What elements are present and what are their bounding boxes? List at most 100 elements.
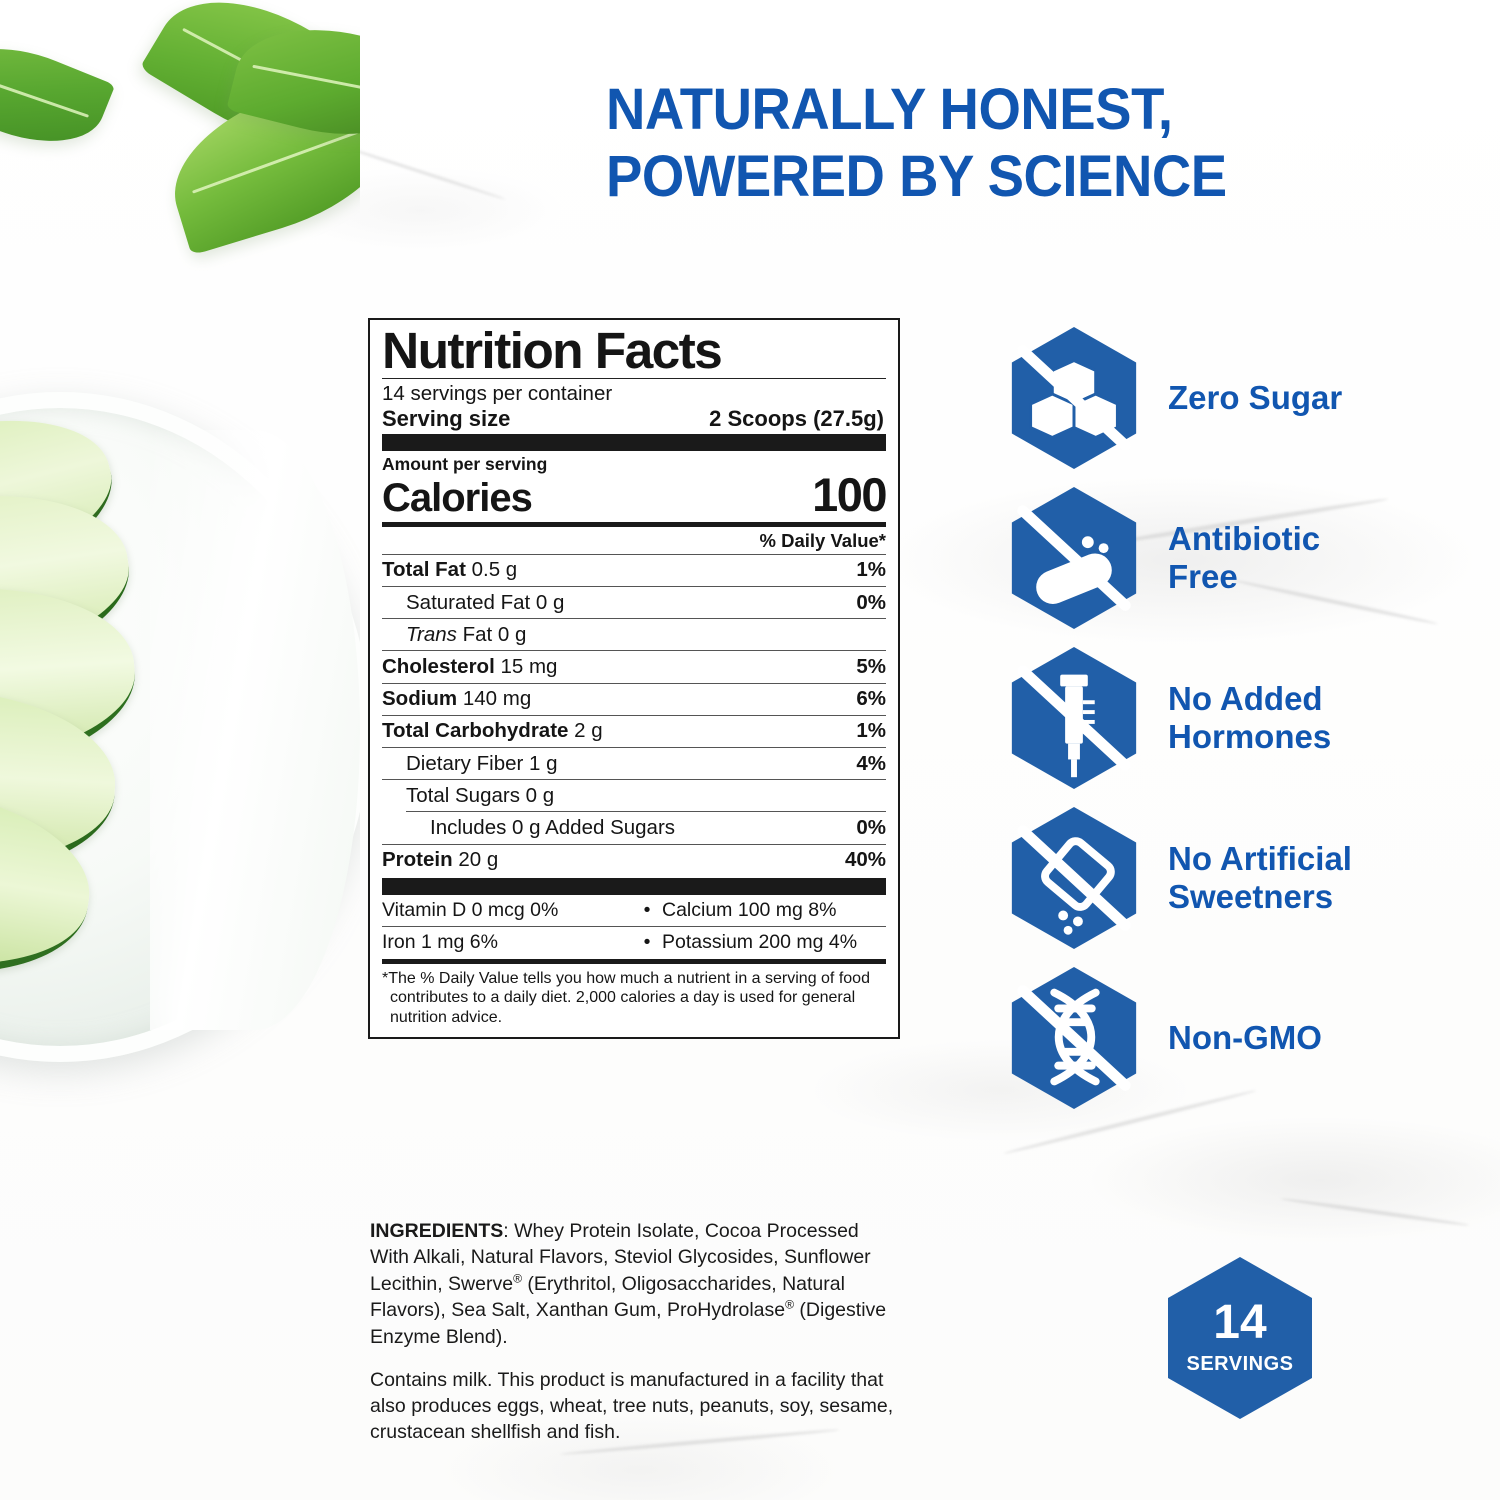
claim-label-line-2: Hormones — [1168, 718, 1332, 755]
nutrient-row: Cholesterol 15 mg 5% — [382, 651, 886, 682]
nutrient-row: Trans Fat 0 g — [382, 619, 886, 650]
bowl-highlight — [150, 430, 360, 1030]
divider — [382, 682, 886, 684]
claim-label-line-1: Non-GMO — [1168, 1019, 1322, 1057]
claim-badge: Antibiotic Free — [1008, 478, 1478, 638]
nutrient-label: Sodium 140 mg — [382, 687, 532, 711]
nutrient-daily-value: 5% — [856, 654, 886, 678]
footnote-text: *The % Daily Value tells you how much a … — [382, 969, 870, 1026]
nutrient-daily-value: 0% — [856, 815, 886, 839]
vitamin-left: Iron 1 mg 6% — [382, 931, 498, 954]
nutrient-row: Includes 0 g Added Sugars 0% — [382, 812, 886, 843]
vitamin-right: Potassium 200 mg 4% — [662, 931, 858, 954]
nutrient-row: Total Fat 0.5 g 1% — [382, 555, 886, 586]
basil-leaf — [0, 25, 116, 165]
claim-badge-label: No Artificial Sweetners — [1168, 840, 1352, 915]
nutrient-label: Protein 20 g — [382, 848, 499, 872]
nutrient-daily-value: 40% — [844, 848, 886, 872]
servings-badge: 14 SERVINGS — [1165, 1255, 1315, 1421]
serving-size-row: Serving size 2 Scoops (27.5g) — [382, 406, 886, 432]
divider — [382, 377, 886, 379]
servings-label: SERVINGS — [1186, 1353, 1294, 1375]
daily-value-footnote: *The % Daily Value tells you how much a … — [382, 964, 886, 1030]
nutrient-daily-value: 4% — [856, 751, 886, 775]
ingredients-heading: INGREDIENTS — [370, 1220, 504, 1242]
nutrient-daily-value — [878, 784, 886, 808]
amount-per-serving-label: Amount per serving — [382, 453, 548, 474]
claim-badge-label: No Added Hormones — [1168, 680, 1331, 755]
claim-label-line-1: Antibiotic — [1168, 520, 1321, 558]
vitamin-row: Iron 1 mg 6% • Potassium 200 mg 4% — [382, 927, 886, 958]
divider — [382, 714, 886, 716]
nutrient-row: Protein 20 g 40% — [382, 845, 886, 876]
nutrient-label: Dietary Fiber 1 g — [406, 751, 558, 775]
nutrient-rows: Total Fat 0.5 g 1% Saturated Fat 0 g 0% Tran… — [382, 553, 886, 876]
ingredients-text: : Whey Protein Isolate, Cocoa Processed … — [370, 1220, 887, 1348]
food-photo — [0, 0, 360, 1150]
nutrient-label: Trans Fat 0 g — [406, 622, 527, 646]
nutrient-row: Total Sugars 0 g — [382, 780, 886, 811]
nutrient-label: Total Carbohydrate 2 g — [382, 719, 603, 743]
headline-line-2: POWERED BY SCIENCE — [606, 144, 1227, 210]
claim-label-line-1: Zero Sugar — [1168, 379, 1343, 417]
servings-per-container: 14 servings per container — [382, 381, 613, 405]
divider — [382, 779, 886, 781]
nutrition-facts-title: Nutrition Facts — [382, 322, 723, 379]
nutrient-label: Total Sugars 0 g — [406, 783, 555, 807]
claim-label-line-2: Free — [1168, 558, 1238, 595]
claim-label-line-1: No Added — [1168, 680, 1323, 718]
serving-size-value: 2 Scoops (27.5g) — [709, 405, 884, 431]
divider — [406, 811, 886, 813]
nutrient-label: Saturated Fat 0 g — [406, 590, 565, 614]
nutrient-daily-value: 1% — [856, 558, 886, 582]
calories-value: 100 — [812, 467, 887, 521]
divider — [382, 586, 886, 588]
nutrition-facts-panel: Nutrition Facts 14 servings per containe… — [368, 318, 900, 1040]
claim-badge-label: Antibiotic Free — [1168, 520, 1320, 595]
serving-size-label: Serving size — [382, 405, 511, 431]
dna-helix-crossed-icon — [1008, 965, 1140, 1111]
divider — [382, 843, 886, 845]
nutrient-row: Sodium 140 mg 6% — [382, 684, 886, 715]
nutrient-row: Dietary Fiber 1 g 4% — [382, 748, 886, 779]
divider — [382, 926, 886, 928]
divider — [382, 650, 886, 652]
vitamin-separator-dot: • — [643, 931, 651, 954]
divider — [382, 747, 886, 749]
vitamin-row: Vitamin D 0 mcg 0% • Calcium 100 mg 8% — [382, 895, 886, 926]
divider-medium — [382, 521, 886, 527]
nutrient-row: Saturated Fat 0 g 0% — [382, 587, 886, 618]
claim-label-line-2: Sweetners — [1168, 878, 1334, 915]
claim-label-line-1: No Artificial — [1168, 840, 1352, 878]
headline-line-1: NATURALLY HONEST, — [606, 77, 1173, 142]
vitamin-separator-dot: • — [643, 898, 651, 921]
divider-thick — [382, 877, 886, 895]
claim-badge: Non-GMO — [1008, 958, 1478, 1118]
sweetener-packet-crossed-icon — [1008, 805, 1140, 951]
vitamin-rows: Vitamin D 0 mcg 0% • Calcium 100 mg 8% Iron… — [382, 895, 886, 959]
claim-badges-list: Zero Sugar Antibiotic Free No Added Hormones… — [1008, 318, 1478, 1118]
pill-capsule-crossed-icon — [1008, 485, 1140, 631]
daily-value-header: % Daily Value* — [759, 529, 886, 551]
divider-medium — [382, 958, 886, 964]
nutrient-daily-value — [878, 623, 886, 647]
nutrient-label: Total Fat 0.5 g — [382, 558, 518, 582]
syringe-crossed-icon — [1008, 645, 1140, 791]
sugar-cubes-crossed-icon — [1008, 325, 1140, 471]
divider — [382, 553, 886, 555]
allergen-statement: Contains milk. This product is manufactu… — [370, 1369, 894, 1444]
servings-count: 14 — [1213, 1296, 1267, 1349]
ingredients-paragraph: INGREDIENTS: Whey Protein Isolate, Cocoa… — [370, 1218, 902, 1350]
page-headline: NATURALLY HONEST, POWERED BY SCIENCE — [606, 76, 1414, 211]
nutrient-daily-value: 1% — [856, 719, 886, 743]
vitamin-right: Calcium 100 mg 8% — [662, 898, 837, 921]
nutrient-daily-value: 6% — [856, 687, 886, 711]
claim-badge-label: Zero Sugar — [1168, 379, 1342, 417]
nutrient-daily-value: 0% — [856, 590, 886, 614]
claim-badge: Zero Sugar — [1008, 318, 1478, 478]
vitamin-left: Vitamin D 0 mcg 0% — [382, 898, 559, 921]
nutrient-row: Total Carbohydrate 2 g 1% — [382, 716, 886, 747]
nutrient-label: Includes 0 g Added Sugars — [430, 815, 676, 839]
claim-badge: No Artificial Sweetners — [1008, 798, 1478, 958]
